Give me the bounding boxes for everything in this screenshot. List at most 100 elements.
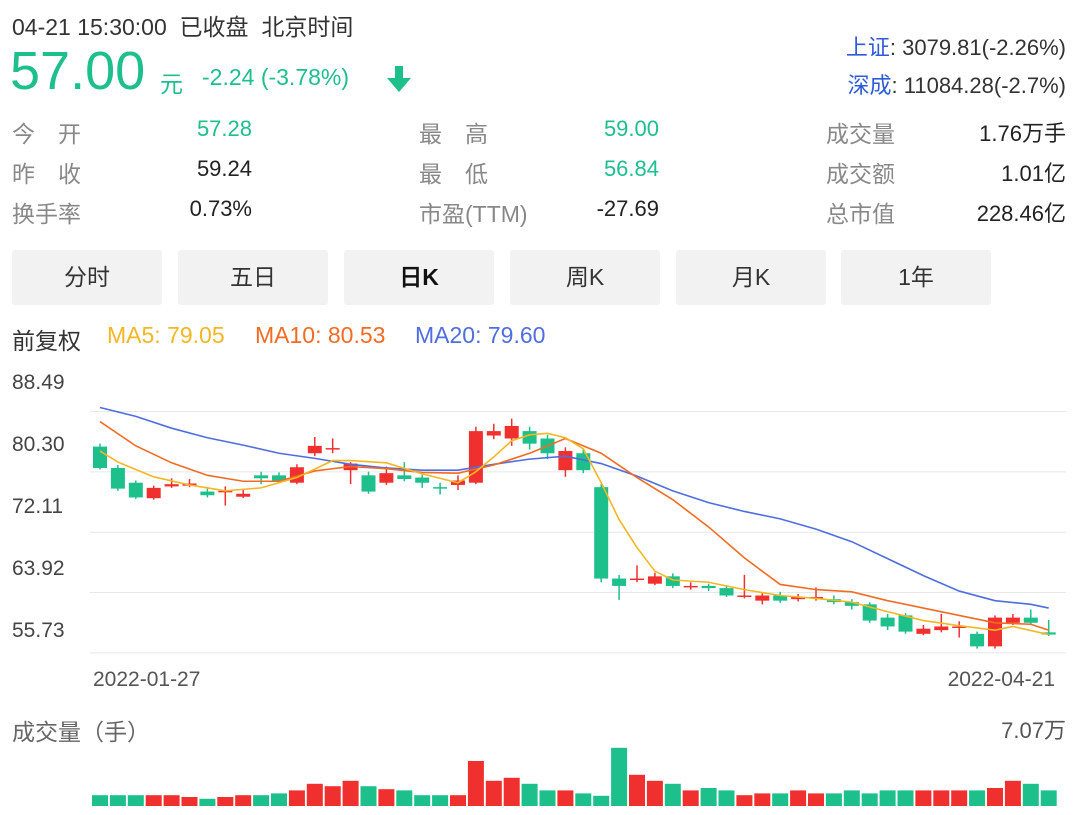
tab-monthly-k[interactable]: 月K [676, 250, 826, 305]
volume-label: 成交量 [826, 121, 895, 147]
ma5-line [99, 432, 1049, 636]
volume-bar [199, 798, 216, 806]
candle-body [486, 431, 501, 436]
index-name[interactable]: 上证 [845, 35, 890, 60]
candle-body [612, 578, 627, 586]
datetime: 04-21 15:30:00 [12, 14, 167, 40]
y-tick-label: 80.30 [12, 433, 65, 456]
volume-bar [378, 789, 395, 806]
volume-bar [360, 786, 377, 806]
tab-weekly-k[interactable]: 周K [510, 250, 660, 305]
low-label: 最 低 [419, 161, 488, 187]
candle-body [880, 617, 895, 627]
volume-bar [92, 795, 108, 806]
candle-body [576, 453, 591, 471]
candle-body [647, 576, 662, 584]
candle-body [110, 467, 125, 489]
candle-body [844, 602, 859, 606]
volume-bar [825, 793, 842, 806]
tab-intraday[interactable]: 分时 [12, 250, 162, 305]
volume-bar [450, 795, 466, 806]
volume-bar [145, 795, 162, 806]
current-price: 57.00 [10, 41, 146, 101]
volume-bar [181, 797, 198, 806]
y-tick-label: 88.49 [12, 371, 65, 394]
ma20-line [99, 406, 1049, 609]
quote-timestamp: 04-21 15:30:00 已收盘 北京时间 [12, 8, 353, 42]
volume-bar [879, 790, 896, 806]
volume-bar [718, 790, 735, 806]
volume-bar [1040, 790, 1057, 806]
candle-body [737, 595, 752, 598]
open-value: 57.28 [196, 116, 252, 141]
volume-bar [1022, 783, 1039, 806]
volume-max: 7.07万 [1001, 718, 1066, 743]
candle-body [1041, 632, 1056, 635]
candle-body [272, 475, 286, 481]
low-value: 56.84 [603, 156, 659, 181]
x-start-date: 2022-01-27 [93, 668, 201, 691]
tab-five-day[interactable]: 五日 [178, 250, 328, 305]
volume-bar [951, 790, 968, 806]
prev-close-label: 昨 收 [12, 161, 81, 187]
amount-label: 成交额 [826, 161, 895, 187]
volume-bar [843, 790, 860, 806]
volume-bar [682, 790, 699, 806]
candle-body [594, 487, 609, 579]
volume-bar [1004, 780, 1021, 806]
candle-body [988, 617, 1002, 647]
volume-bar [664, 783, 681, 806]
candle-body [916, 628, 931, 634]
volume-bar [396, 790, 413, 806]
volume-bar [754, 793, 771, 806]
adjust-mode[interactable]: 前复权 [12, 328, 81, 354]
market-status: 已收盘 [179, 14, 249, 40]
volume-bar [700, 788, 717, 806]
candle-body [236, 493, 251, 497]
candle-body [773, 595, 788, 601]
index-name[interactable]: 深成 [847, 73, 892, 98]
tab-one-year[interactable]: 1年 [841, 250, 991, 305]
candle-body [952, 626, 967, 628]
index-shenzhen[interactable]: 深成: 11084.28(-2.7%) [848, 68, 1067, 100]
candle-body [1023, 617, 1038, 623]
pe-label: 市盈(TTM) [419, 201, 528, 227]
volume-bar [593, 795, 610, 806]
candlestick-chart[interactable] [0, 370, 1080, 660]
volume-bar [575, 793, 592, 806]
timezone: 北京时间 [261, 14, 354, 40]
y-tick-label: 72.11 [12, 495, 63, 518]
amount-value: 1.01亿 [1001, 161, 1066, 186]
arrow-down-icon [386, 64, 412, 99]
x-end-date: 2022-04-21 [947, 668, 1055, 691]
candle-body [1005, 617, 1020, 623]
tab-daily-k[interactable]: 日K [344, 250, 494, 305]
candle-body [934, 626, 949, 631]
candle-body [164, 484, 179, 487]
volume-bar [611, 747, 628, 806]
pe-value: -27.69 [596, 196, 659, 221]
candle-body [683, 585, 698, 588]
open-label: 今 开 [12, 121, 81, 147]
volume-chart [92, 747, 1057, 806]
candle-body [361, 475, 376, 492]
volume-bar [915, 790, 932, 806]
candle-body [146, 487, 161, 499]
volume-bar [629, 774, 645, 806]
candle-body [397, 475, 412, 480]
volume-bar [163, 795, 180, 806]
candle-body [701, 585, 716, 589]
volume-bar [432, 795, 449, 806]
candle-body [307, 445, 322, 454]
volume-bar [772, 793, 789, 806]
volume-bar [342, 780, 359, 806]
high-value: 59.00 [603, 116, 659, 141]
volume-bar [235, 795, 252, 806]
volume-bar [557, 790, 574, 806]
candle-body [755, 595, 770, 601]
index-shanghai[interactable]: 上证: 3079.81(-2.26%) [846, 30, 1066, 62]
index-value: : 3079.81(-2.26%) [889, 35, 1066, 60]
candle-body [93, 446, 107, 468]
volume-bar [253, 795, 270, 806]
y-tick-label: 63.92 [12, 557, 65, 580]
